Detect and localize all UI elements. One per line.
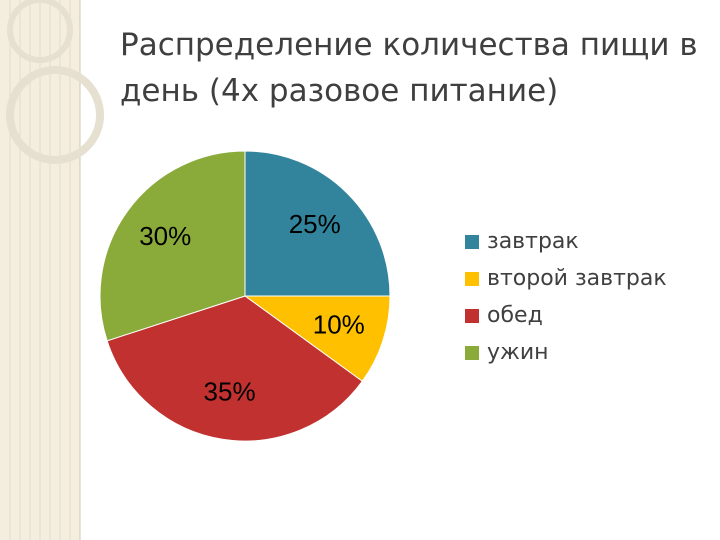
- legend-label: ужин: [487, 340, 549, 365]
- data-label: 25%: [289, 209, 341, 239]
- pie-slice: [244, 150, 391, 297]
- pie-slice: [106, 295, 364, 442]
- legend-label: обед: [487, 303, 543, 328]
- legend-swatch: [465, 309, 479, 323]
- legend-swatch: [465, 272, 479, 286]
- data-label: 10%: [313, 309, 365, 339]
- decor-circle: [6, 66, 104, 164]
- decor-circle: [7, 0, 73, 63]
- legend-label: завтрак: [487, 229, 579, 254]
- data-label: 30%: [139, 221, 191, 251]
- pie-slice: [243, 295, 391, 382]
- pie-slice: [99, 150, 246, 342]
- chart-title: Распределение количества пищи в день (4х…: [120, 27, 698, 109]
- legend-label: второй завтрак: [487, 266, 667, 291]
- legend-swatch: [465, 235, 479, 249]
- data-label: 35%: [204, 376, 256, 406]
- legend-swatch: [465, 346, 479, 360]
